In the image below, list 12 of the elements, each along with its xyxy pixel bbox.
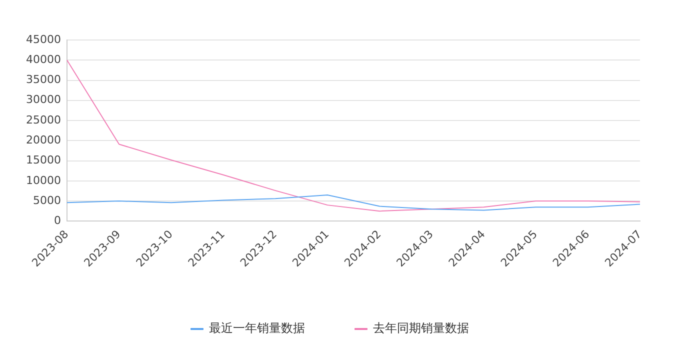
y-tick-label: 15000 — [26, 154, 61, 167]
y-tick-label: 30000 — [26, 93, 61, 106]
y-tick-label: 40000 — [26, 52, 61, 66]
legend-label: 最近一年销量数据 — [209, 321, 305, 336]
y-tick-label: 35000 — [26, 73, 61, 86]
legend-label: 去年同期销量数据 — [373, 321, 469, 336]
y-tick-label: 5000 — [32, 194, 61, 207]
y-tick-label: 20000 — [26, 134, 61, 147]
y-tick-label: 25000 — [26, 113, 61, 126]
y-tick-label: 0 — [54, 214, 61, 228]
y-tick-label: 10000 — [26, 174, 61, 187]
y-tick-label: 45000 — [26, 32, 61, 46]
